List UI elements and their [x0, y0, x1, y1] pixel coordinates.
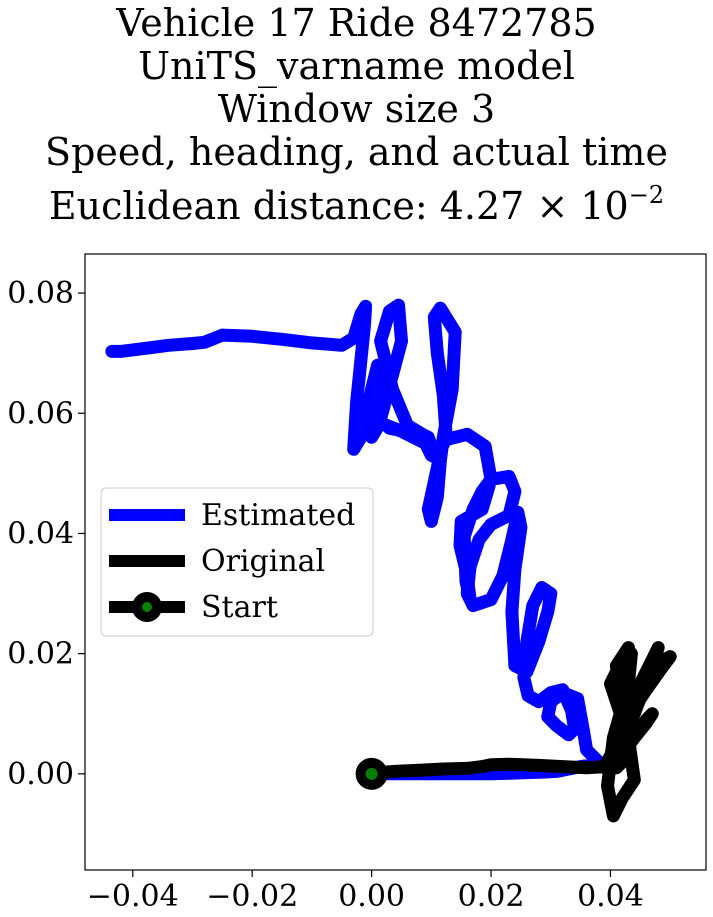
title-line-2: UniTS_varname model — [138, 44, 575, 88]
x-tick-label: 0.04 — [577, 879, 644, 914]
title-distance-text: Euclidean distance: 4.27 — [48, 184, 525, 228]
start-marker — [355, 757, 388, 790]
legend-label-start: Start — [201, 590, 278, 625]
title-line-3: Window size 3 — [217, 87, 496, 131]
legend-label-original: Original — [201, 544, 325, 579]
y-tick-label: 0.02 — [7, 637, 74, 672]
title-exp-base: 10 — [580, 184, 629, 228]
x-tick-label: −0.04 — [87, 879, 179, 914]
series-line-original — [365, 641, 677, 823]
title-line-5: Euclidean distance: 4.27 × 10−2 — [0, 174, 713, 228]
plot-frame — [84, 253, 707, 871]
legend-label-estimated: Estimated — [201, 498, 355, 533]
axes-layer: −0.04 −0.02 0.00 0.02 0.04 0.00 0.02 0.04 0.06 0.… — [7, 276, 644, 914]
y-tick-label: 0.06 — [7, 396, 74, 431]
title-line-1: Vehicle 17 Ride 8472785 — [116, 1, 597, 45]
chart-title: Vehicle 17 Ride 8472785 UniTS_varname mo… — [0, 2, 713, 228]
title-times-sign: × — [536, 184, 569, 228]
legend: Estimated Original Start — [100, 487, 374, 637]
title-line-4: Speed, heading, and actual time — [45, 130, 668, 174]
x-tick-label: −0.02 — [206, 879, 298, 914]
x-tick-label: 0.02 — [458, 879, 525, 914]
y-tick-label: 0.00 — [7, 757, 74, 792]
y-tick-label: 0.04 — [7, 516, 74, 551]
legend-start-marker — [132, 592, 162, 622]
series-line-estimated — [105, 298, 605, 781]
y-tick-label: 0.08 — [7, 276, 74, 311]
series-layer — [105, 298, 677, 823]
title-exponent: −2 — [628, 181, 665, 209]
legend-box — [100, 487, 374, 637]
x-tick-label: 0.00 — [338, 879, 405, 914]
